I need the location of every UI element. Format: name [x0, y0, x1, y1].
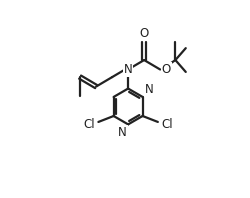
Text: O: O: [162, 63, 171, 76]
Text: N: N: [118, 126, 127, 139]
Text: N: N: [124, 63, 132, 76]
Text: Cl: Cl: [83, 118, 94, 131]
Text: Cl: Cl: [162, 118, 173, 131]
Text: N: N: [145, 83, 154, 96]
Text: O: O: [140, 27, 149, 40]
